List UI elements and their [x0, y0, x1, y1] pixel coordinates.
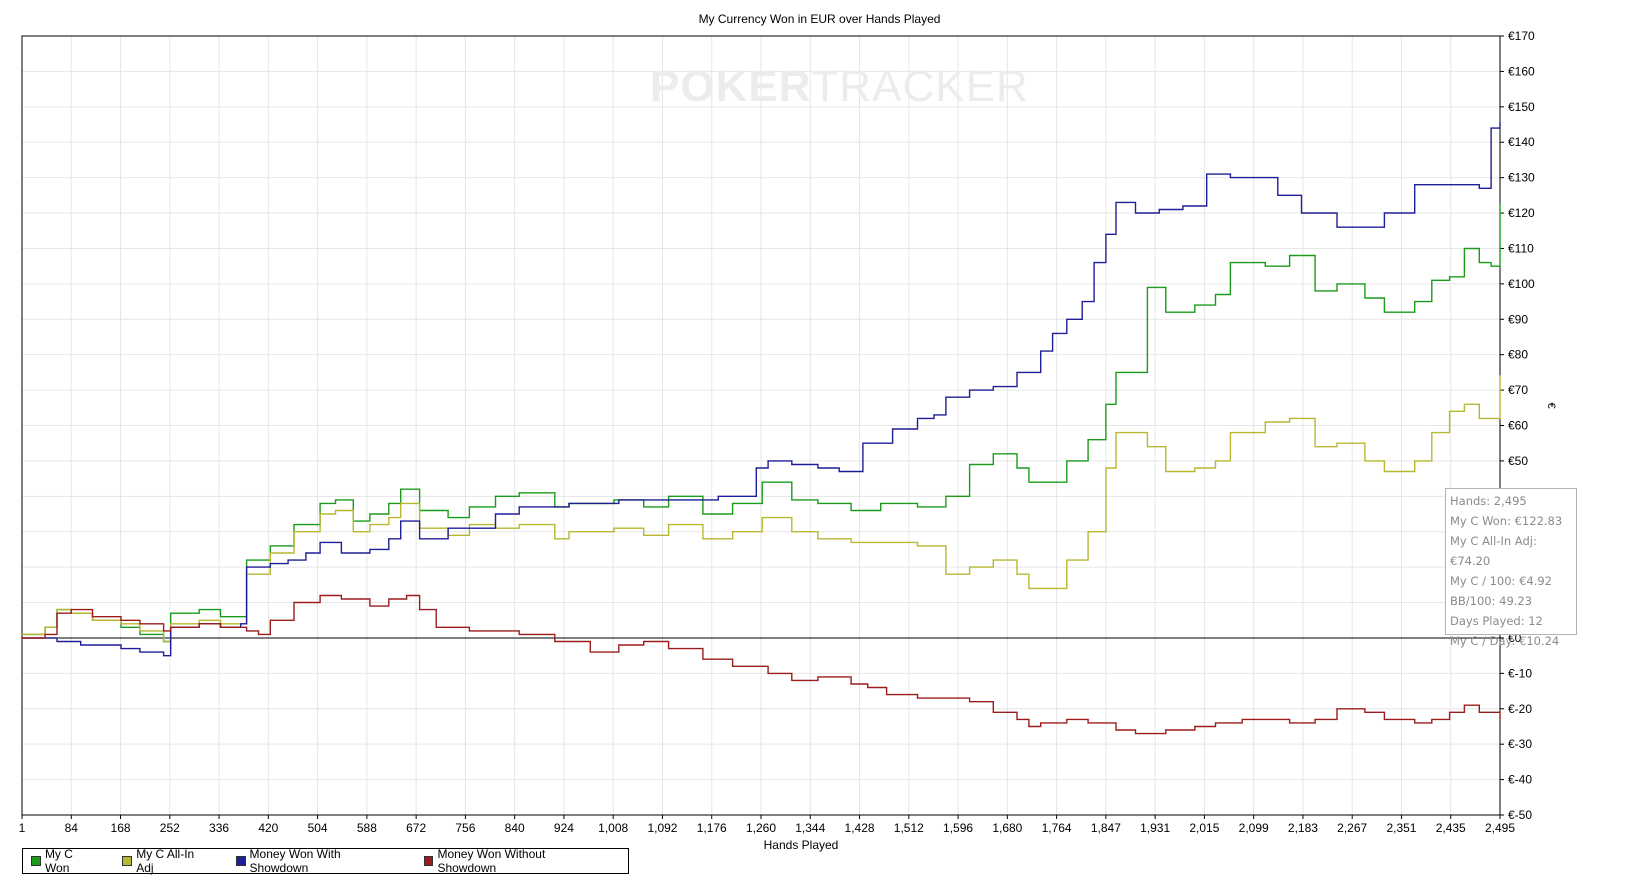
x-tick-label: 2,015	[1189, 821, 1219, 835]
x-tick-label: 168	[111, 821, 131, 835]
legend-swatch	[235, 856, 246, 866]
tooltip-line: My C / Day: €10.24	[1450, 634, 1560, 648]
y-tick-label: €90	[1508, 312, 1528, 326]
legend-swatch	[423, 856, 434, 866]
y-tick-label: €-20	[1508, 702, 1532, 716]
y-tick-label: €170	[1508, 29, 1535, 43]
y-tick-label: €120	[1508, 206, 1535, 220]
y-tick-label: €50	[1508, 454, 1528, 468]
x-tick-label: 420	[258, 821, 278, 835]
y-tick-label: €100	[1508, 277, 1535, 291]
legend-label: Money Won With Showdown	[249, 847, 341, 875]
y-tick-label: €140	[1508, 135, 1535, 149]
x-tick-label: 1,176	[697, 821, 727, 835]
series-line-2	[22, 121, 1501, 657]
x-tick-label: 2,435	[1436, 821, 1466, 835]
x-tick-label: 1,260	[746, 821, 776, 835]
x-tick-label: 2,351	[1386, 821, 1416, 835]
pokertracker-watermark: POKERTRACKER	[650, 62, 1029, 112]
y-tick-label: €130	[1508, 171, 1535, 185]
x-tick-label: 924	[554, 821, 574, 835]
x-tick-label: 1,680	[992, 821, 1022, 835]
x-tick-label: 588	[357, 821, 377, 835]
x-tick-label: 1,596	[943, 821, 973, 835]
x-tick-label: 2,099	[1239, 821, 1269, 835]
x-tick-label: 1,512	[894, 821, 924, 835]
x-tick-label: 1,428	[845, 821, 875, 835]
legend-swatch	[122, 856, 133, 866]
x-tick-label: 1,931	[1140, 821, 1170, 835]
x-tick-label: 1,344	[795, 821, 825, 835]
legend-item-2: Money Won With Showdown	[235, 847, 402, 875]
x-tick-label: 2,267	[1337, 821, 1367, 835]
tooltip-line: My C Won: €122.83	[1450, 514, 1563, 528]
chart-title: My Currency Won in EUR over Hands Played	[698, 12, 941, 26]
tooltip-line: BB/100: 49.23	[1450, 594, 1533, 608]
x-tick-label: 1,764	[1042, 821, 1072, 835]
y-tick-label: €80	[1508, 348, 1528, 362]
x-tick-label: 756	[455, 821, 475, 835]
x-tick-label: 1	[19, 821, 26, 835]
y-axis-label: €	[1545, 402, 1557, 408]
plot-border	[21, 35, 1501, 816]
x-tick-label: 252	[160, 821, 180, 835]
y-tick-label: €160	[1508, 64, 1535, 78]
legend-item-0: My C Won	[31, 847, 100, 875]
legend-label: My C Won	[44, 847, 73, 875]
tooltip-line: Hands: 2,495	[1450, 494, 1527, 508]
x-tick-label: 84	[65, 821, 79, 835]
legend-label: Money Won Without Showdown	[437, 847, 546, 875]
tooltip-line: My C All-In Adj: €74.20	[1450, 534, 1537, 568]
x-tick-label: 840	[505, 821, 525, 835]
legend-label: My C All-In Adj	[136, 847, 195, 875]
chart-legend: My C Won My C All-In Adj Money Won With Sh…	[22, 847, 629, 875]
x-tick-label: 2,183	[1288, 821, 1318, 835]
watermark-bold: POKER	[650, 62, 812, 111]
y-tick-label: €70	[1508, 383, 1528, 397]
watermark-light: TRACKER	[811, 62, 1029, 111]
tooltip-line: Days Played: 12	[1450, 614, 1543, 628]
y-tick-label: €60	[1508, 419, 1528, 433]
legend-swatch	[31, 856, 41, 866]
y-tick-label: €-10	[1508, 666, 1532, 680]
y-tick-label: €-50	[1508, 808, 1532, 822]
series-line-3	[22, 594, 1501, 735]
x-tick-label: 672	[406, 821, 426, 835]
x-tick-label: 1,847	[1091, 821, 1121, 835]
x-tick-label: 2,495	[1485, 821, 1515, 835]
tooltip-line: My C / 100: €4.92	[1450, 574, 1553, 588]
legend-item-3: Money Won Without Showdown	[423, 847, 606, 875]
y-tick-label: €-40	[1508, 773, 1532, 787]
y-tick-label: €150	[1508, 100, 1535, 114]
legend-item-1: My C All-In Adj	[122, 847, 213, 875]
y-tick-label: €-30	[1508, 737, 1532, 751]
x-axis-label: Hands Played	[764, 838, 839, 852]
hover-tooltip: Hands: 2,495 My C Won: €122.83 My C All-In…	[1445, 488, 1577, 648]
y-tick-label: €110	[1508, 241, 1534, 255]
x-tick-label: 1,008	[598, 821, 628, 835]
x-tick-label: 504	[308, 821, 328, 835]
x-tick-label: 336	[209, 821, 229, 835]
x-tick-label: 1,092	[647, 821, 677, 835]
